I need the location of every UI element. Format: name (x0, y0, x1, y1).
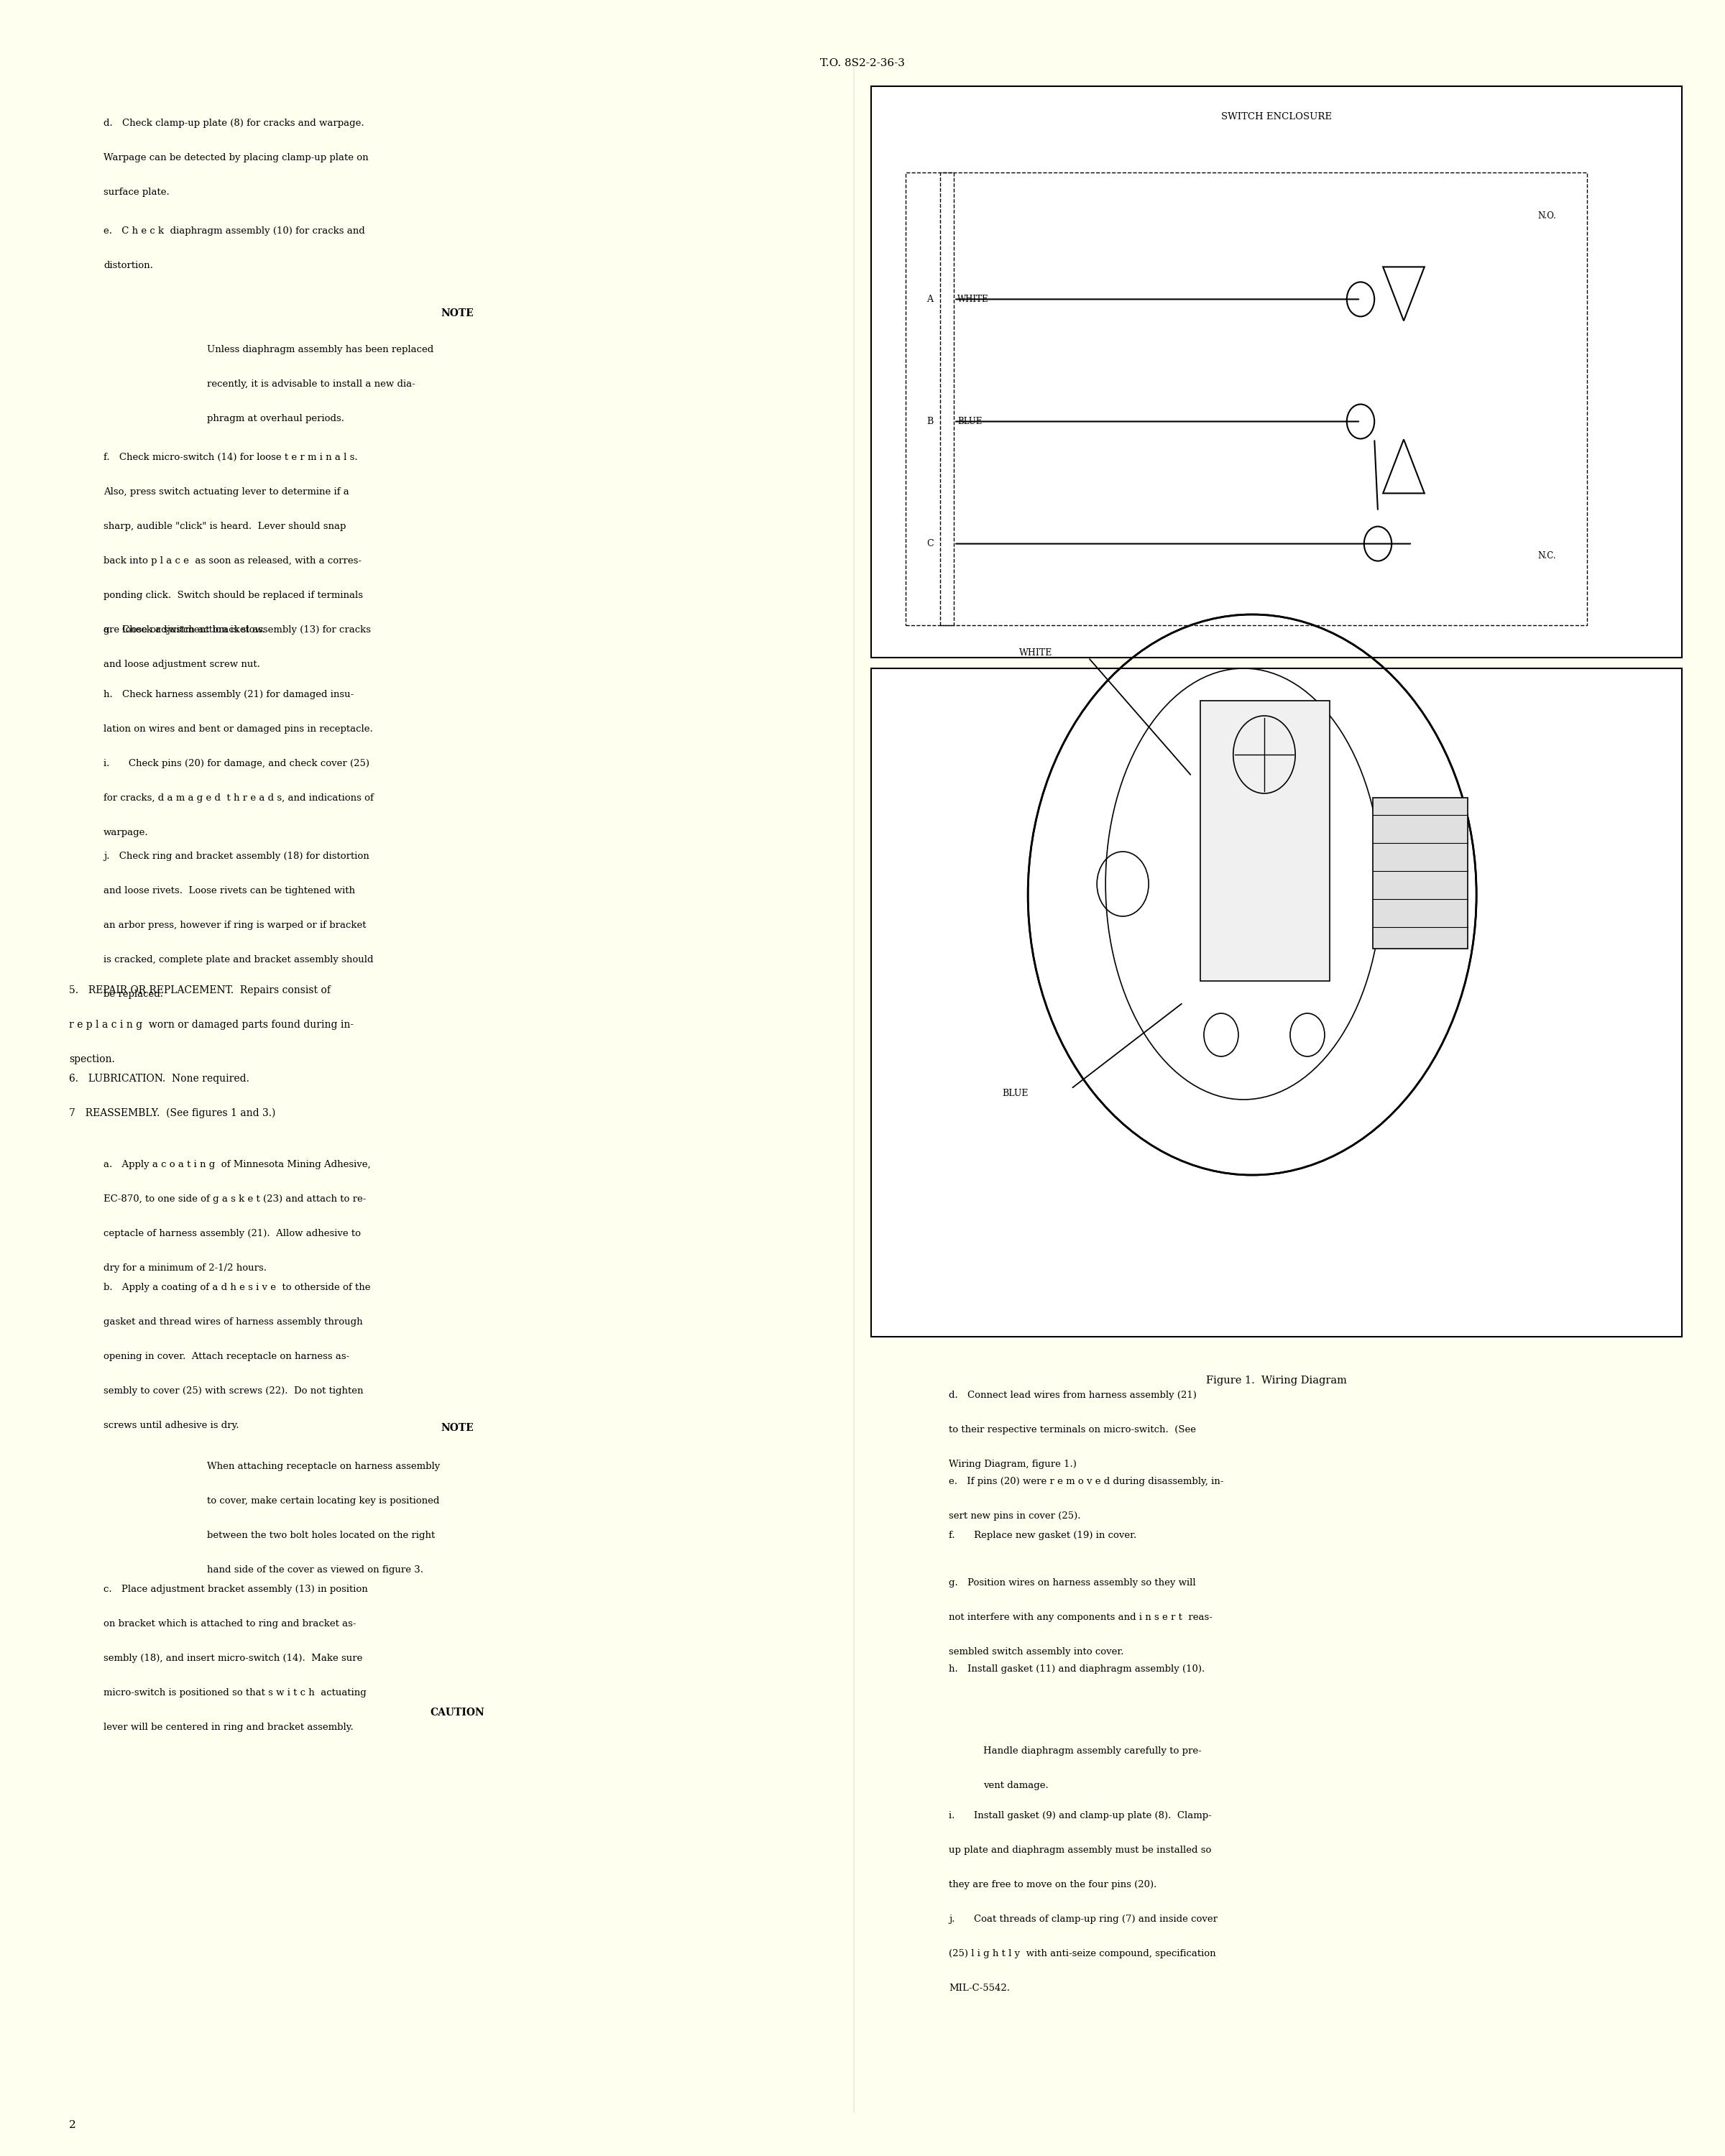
Text: CAUTION: CAUTION (430, 1708, 485, 1718)
Text: Handle diaphragm assembly carefully to pre-: Handle diaphragm assembly carefully to p… (983, 1746, 1202, 1755)
Text: When attaching receptacle on harness assembly: When attaching receptacle on harness ass… (207, 1462, 440, 1470)
Text: g. Check adjustment bracket assembly (13) for cracks: g. Check adjustment bracket assembly (13… (104, 625, 371, 634)
Text: d. Check clamp-up plate (8) for cracks and warpage.: d. Check clamp-up plate (8) for cracks a… (104, 119, 364, 127)
Text: f. Check micro-switch (14) for loose t e r m i n a l s.: f. Check micro-switch (14) for loose t e… (104, 453, 357, 461)
Text: and loose rivets.  Loose rivets can be tightened with: and loose rivets. Loose rivets can be ti… (104, 886, 355, 895)
Text: WHITE: WHITE (1019, 649, 1052, 658)
Text: Unless diaphragm assembly has been replaced: Unless diaphragm assembly has been repla… (207, 345, 433, 354)
Text: 2: 2 (69, 2119, 76, 2130)
Text: e. C h e c k  diaphragm assembly (10) for cracks and: e. C h e c k diaphragm assembly (10) for… (104, 226, 366, 235)
Text: SWITCH ENCLOSURE: SWITCH ENCLOSURE (1221, 112, 1332, 121)
Text: e. If pins (20) were r e m o v e d during disassembly, in-: e. If pins (20) were r e m o v e d durin… (949, 1477, 1223, 1485)
Text: A: A (926, 295, 933, 304)
Text: h. Check harness assembly (21) for damaged insu-: h. Check harness assembly (21) for damag… (104, 690, 354, 699)
Text: lation on wires and bent or damaged pins in receptacle.: lation on wires and bent or damaged pins… (104, 724, 373, 733)
Text: to their respective terminals on micro-switch.  (See: to their respective terminals on micro-s… (949, 1425, 1195, 1434)
Text: 5. REPAIR OR REPLACEMENT.  Repairs consist of: 5. REPAIR OR REPLACEMENT. Repairs consis… (69, 985, 331, 996)
Text: hand side of the cover as viewed on figure 3.: hand side of the cover as viewed on figu… (207, 1565, 423, 1574)
Text: Warpage can be detected by placing clamp-up plate on: Warpage can be detected by placing clamp… (104, 153, 369, 162)
Text: on bracket which is attached to ring and bracket as-: on bracket which is attached to ring and… (104, 1619, 355, 1628)
Text: i.  Check pins (20) for damage, and check cover (25): i. Check pins (20) for damage, and check… (104, 759, 369, 768)
Bar (871, 668, 1682, 1337)
Text: sert new pins in cover (25).: sert new pins in cover (25). (949, 1511, 1080, 1520)
Text: lever will be centered in ring and bracket assembly.: lever will be centered in ring and brack… (104, 1723, 354, 1731)
Text: ceptacle of harness assembly (21).  Allow adhesive to: ceptacle of harness assembly (21). Allow… (104, 1229, 361, 1238)
Text: to cover, make certain locating key is positioned: to cover, make certain locating key is p… (207, 1496, 440, 1505)
Text: C: C (926, 539, 933, 548)
Text: NOTE: NOTE (440, 308, 474, 319)
Text: BLUE: BLUE (957, 416, 982, 427)
Text: they are free to move on the four pins (20).: they are free to move on the four pins (… (949, 1880, 1157, 1889)
Text: d. Connect lead wires from harness assembly (21): d. Connect lead wires from harness assem… (949, 1391, 1197, 1399)
Text: a. Apply a c o a t i n g  of Minnesota Mining Adhesive,: a. Apply a c o a t i n g of Minnesota Mi… (104, 1160, 371, 1169)
Text: sembly (18), and insert micro-switch (14).  Make sure: sembly (18), and insert micro-switch (14… (104, 1654, 362, 1662)
Text: is cracked, complete plate and bracket assembly should: is cracked, complete plate and bracket a… (104, 955, 373, 964)
Text: vent damage.: vent damage. (983, 1781, 1049, 1789)
Text: Wiring Diagram, figure 1.): Wiring Diagram, figure 1.) (949, 1460, 1076, 1468)
Text: and loose adjustment screw nut.: and loose adjustment screw nut. (104, 660, 260, 668)
Text: N.O.: N.O. (1537, 211, 1556, 220)
Text: f.  Replace new gasket (19) in cover.: f. Replace new gasket (19) in cover. (949, 1531, 1137, 1539)
Text: j. Check ring and bracket assembly (18) for distortion: j. Check ring and bracket assembly (18) … (104, 852, 369, 860)
Text: recently, it is advisable to install a new dia-: recently, it is advisable to install a n… (207, 379, 416, 388)
Text: opening in cover.  Attach receptacle on harness as-: opening in cover. Attach receptacle on h… (104, 1352, 350, 1360)
Bar (1373, 798, 1468, 949)
Text: B: B (926, 416, 933, 427)
Text: micro-switch is positioned so that s w i t c h  actuating: micro-switch is positioned so that s w i… (104, 1688, 366, 1697)
Text: b. Apply a coating of a d h e s i v e  to otherside of the: b. Apply a coating of a d h e s i v e to… (104, 1283, 371, 1291)
Text: j.  Coat threads of clamp-up ring (7) and inside cover: j. Coat threads of clamp-up ring (7) and… (949, 1915, 1218, 1923)
Bar (940, 172, 1587, 625)
Text: sembled switch assembly into cover.: sembled switch assembly into cover. (949, 1647, 1123, 1656)
Text: up plate and diaphragm assembly must be installed so: up plate and diaphragm assembly must be … (949, 1846, 1211, 1854)
Text: sembly to cover (25) with screws (22).  Do not tighten: sembly to cover (25) with screws (22). D… (104, 1386, 364, 1395)
Text: phragm at overhaul periods.: phragm at overhaul periods. (207, 414, 345, 423)
Text: (25) l i g h t l y  with anti-seize compound, specification: (25) l i g h t l y with anti-seize compo… (949, 1949, 1216, 1958)
Text: BLUE: BLUE (1002, 1089, 1028, 1097)
Text: WHITE: WHITE (957, 295, 988, 304)
Text: Also, press switch actuating lever to determine if a: Also, press switch actuating lever to de… (104, 487, 348, 496)
Text: distortion.: distortion. (104, 261, 154, 270)
Text: dry for a minimum of 2-1/2 hours.: dry for a minimum of 2-1/2 hours. (104, 1263, 267, 1272)
Text: screws until adhesive is dry.: screws until adhesive is dry. (104, 1421, 240, 1429)
Text: MIL-C-5542.: MIL-C-5542. (949, 1984, 1009, 1992)
Text: N.C.: N.C. (1537, 552, 1556, 561)
Text: be replaced.: be replaced. (104, 990, 164, 998)
Text: r e p l a c i n g  worn or damaged parts found during in-: r e p l a c i n g worn or damaged parts … (69, 1020, 354, 1031)
Text: an arbor press, however if ring is warped or if bracket: an arbor press, however if ring is warpe… (104, 921, 366, 929)
Text: g. Position wires on harness assembly so they will: g. Position wires on harness assembly so… (949, 1578, 1195, 1587)
Text: for cracks, d a m a g e d  t h r e a d s, and indications of: for cracks, d a m a g e d t h r e a d s,… (104, 793, 374, 802)
Text: are loose or switch action is slow.: are loose or switch action is slow. (104, 625, 266, 634)
Text: h. Install gasket (11) and diaphragm assembly (10).: h. Install gasket (11) and diaphragm ass… (949, 1664, 1204, 1673)
Bar (906, 172, 954, 625)
Text: NOTE: NOTE (440, 1423, 474, 1434)
Text: 6. LUBRICATION.  None required.: 6. LUBRICATION. None required. (69, 1074, 250, 1084)
Text: ponding click.  Switch should be replaced if terminals: ponding click. Switch should be replaced… (104, 591, 362, 599)
Text: EC-870, to one side of g a s k e t (23) and attach to re-: EC-870, to one side of g a s k e t (23) … (104, 1194, 366, 1203)
Text: warpage.: warpage. (104, 828, 148, 837)
Text: spection.: spection. (69, 1054, 116, 1065)
Text: between the two bolt holes located on the right: between the two bolt holes located on th… (207, 1531, 435, 1539)
Text: Figure 1.  Wiring Diagram: Figure 1. Wiring Diagram (1206, 1376, 1347, 1386)
Text: gasket and thread wires of harness assembly through: gasket and thread wires of harness assem… (104, 1317, 362, 1326)
Text: i.  Install gasket (9) and clamp-up plate (8).  Clamp-: i. Install gasket (9) and clamp-up plate… (949, 1811, 1211, 1820)
Text: T.O. 8S2-2-36-3: T.O. 8S2-2-36-3 (819, 58, 906, 69)
Text: surface plate.: surface plate. (104, 188, 169, 196)
Text: 7 REASSEMBLY.  (See figures 1 and 3.): 7 REASSEMBLY. (See figures 1 and 3.) (69, 1108, 276, 1119)
Text: back into p l a c e  as soon as released, with a corres-: back into p l a c e as soon as released,… (104, 556, 362, 565)
Bar (871, 86, 1682, 658)
Text: sharp, audible "click" is heard.  Lever should snap: sharp, audible "click" is heard. Lever s… (104, 522, 347, 530)
Text: not interfere with any components and i n s e r t  reas-: not interfere with any components and i … (949, 1613, 1213, 1621)
Bar (1201, 701, 1330, 981)
Text: c. Place adjustment bracket assembly (13) in position: c. Place adjustment bracket assembly (13… (104, 1585, 367, 1593)
